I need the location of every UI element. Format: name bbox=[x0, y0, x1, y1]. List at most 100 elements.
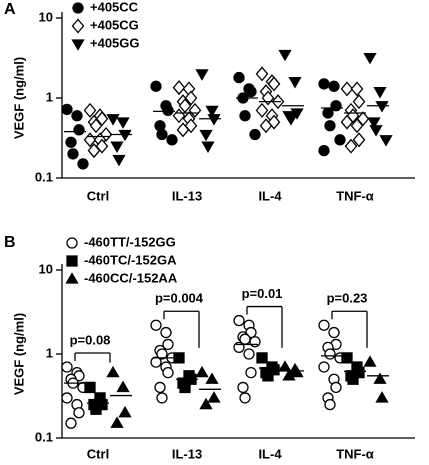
point bbox=[84, 381, 96, 394]
x-tick-label: TNF-α bbox=[336, 188, 374, 203]
point bbox=[347, 373, 359, 385]
point bbox=[106, 365, 120, 378]
y-tick-label: 0.1 bbox=[35, 429, 53, 444]
point bbox=[243, 348, 255, 360]
point bbox=[249, 128, 261, 141]
point bbox=[245, 366, 257, 379]
point bbox=[350, 118, 364, 134]
point bbox=[176, 122, 190, 138]
point bbox=[350, 81, 364, 97]
point bbox=[375, 391, 389, 403]
point bbox=[110, 416, 124, 428]
point bbox=[318, 319, 330, 331]
x-tick-label: IL-4 bbox=[258, 188, 282, 203]
point bbox=[379, 135, 393, 147]
point bbox=[73, 124, 85, 136]
point bbox=[344, 138, 358, 154]
point bbox=[288, 77, 302, 89]
point bbox=[239, 392, 251, 404]
point bbox=[61, 361, 73, 373]
point bbox=[89, 118, 103, 134]
y-tick-label: 1 bbox=[46, 89, 53, 104]
point bbox=[262, 370, 274, 382]
point bbox=[61, 392, 73, 404]
point bbox=[199, 397, 213, 410]
point bbox=[340, 81, 354, 97]
point bbox=[173, 352, 185, 364]
point bbox=[65, 417, 77, 429]
point bbox=[255, 66, 269, 82]
point bbox=[205, 372, 219, 384]
point bbox=[256, 352, 268, 364]
p-value: p=0.004 bbox=[155, 291, 204, 306]
point bbox=[160, 326, 172, 339]
legend-marker bbox=[65, 272, 79, 284]
point bbox=[290, 365, 304, 378]
point bbox=[156, 392, 168, 404]
x-tick-label: Ctrl bbox=[87, 188, 109, 203]
point bbox=[195, 365, 209, 378]
point bbox=[150, 319, 162, 331]
legend-label: -460TC/-152GA bbox=[84, 252, 177, 267]
point bbox=[267, 76, 281, 92]
panel-label: A bbox=[4, 1, 16, 18]
point bbox=[65, 136, 77, 148]
y-tick-label: 1 bbox=[46, 345, 53, 360]
point bbox=[162, 104, 174, 117]
y-axis-label: VEGF (ng/ml) bbox=[11, 57, 26, 139]
point bbox=[341, 352, 353, 364]
point bbox=[363, 355, 377, 367]
point bbox=[156, 348, 168, 360]
point bbox=[154, 381, 166, 394]
point bbox=[328, 326, 340, 339]
legend-label: +405CC bbox=[90, 0, 139, 14]
point bbox=[369, 125, 383, 137]
point bbox=[201, 141, 215, 153]
point bbox=[116, 117, 130, 129]
point bbox=[318, 78, 330, 90]
point bbox=[179, 381, 191, 394]
point bbox=[334, 134, 346, 146]
x-tick-label: IL-13 bbox=[172, 446, 202, 461]
p-value: p=0.01 bbox=[242, 286, 283, 301]
panel-label: B bbox=[4, 234, 16, 251]
y-tick-label: 10 bbox=[39, 9, 53, 24]
point bbox=[375, 101, 389, 113]
x-tick-label: IL-4 bbox=[258, 446, 282, 461]
point bbox=[373, 372, 387, 384]
point bbox=[110, 141, 124, 153]
point bbox=[284, 114, 298, 126]
legend-label: -460TT/-152GG bbox=[84, 234, 176, 249]
p-value: p=0.08 bbox=[70, 332, 111, 347]
point bbox=[162, 338, 174, 351]
point bbox=[87, 143, 101, 159]
point bbox=[71, 110, 83, 122]
point bbox=[90, 403, 102, 415]
point bbox=[205, 105, 219, 118]
point bbox=[373, 87, 387, 99]
point bbox=[118, 129, 132, 142]
point bbox=[233, 314, 245, 327]
point bbox=[324, 398, 336, 411]
point bbox=[199, 129, 213, 142]
point bbox=[172, 80, 186, 96]
point bbox=[61, 103, 73, 116]
point bbox=[363, 52, 377, 65]
point bbox=[237, 381, 249, 394]
point bbox=[118, 405, 132, 418]
point bbox=[352, 132, 366, 148]
y-axis-label: VEGF (ng/ml) bbox=[11, 313, 26, 395]
point bbox=[324, 348, 336, 360]
point bbox=[322, 107, 334, 119]
point bbox=[178, 98, 192, 114]
point bbox=[340, 114, 354, 130]
point bbox=[324, 120, 336, 132]
point bbox=[77, 158, 89, 170]
point bbox=[156, 128, 168, 141]
y-tick-label: 0.1 bbox=[35, 169, 53, 184]
point bbox=[318, 144, 330, 157]
point bbox=[207, 391, 221, 403]
y-tick-label: 10 bbox=[39, 261, 53, 276]
point bbox=[356, 111, 370, 127]
point bbox=[207, 114, 221, 126]
